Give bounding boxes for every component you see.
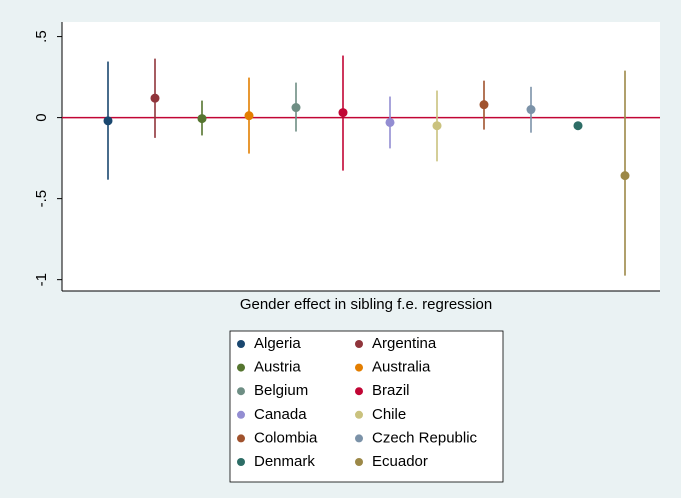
x-axis-label: Gender effect in sibling f.e. regression (240, 296, 492, 313)
legend-label: Chile (372, 406, 406, 423)
point (338, 108, 348, 118)
point (291, 103, 301, 113)
point (385, 117, 395, 127)
legend-label: Canada (254, 406, 307, 423)
legend-label: Czech Republic (372, 429, 478, 446)
legend-marker (237, 340, 245, 348)
legend-label: Denmark (254, 453, 315, 470)
point (150, 93, 160, 103)
legend-marker (355, 387, 363, 396)
legend-marker (237, 363, 245, 372)
legend-label: Brazil (372, 382, 410, 399)
point (479, 100, 489, 110)
legend-label: Australia (372, 359, 431, 376)
legend-marker (355, 410, 363, 419)
y-tick-label: -1 (33, 273, 50, 286)
y-tick-label: -.5 (33, 190, 50, 208)
point (197, 114, 207, 124)
legend-marker (355, 340, 363, 348)
legend-marker (355, 458, 363, 466)
legend-marker (237, 387, 245, 396)
legend-label: Argentina (372, 335, 437, 352)
point (526, 105, 536, 115)
legend (229, 330, 504, 483)
legend-marker (355, 434, 363, 443)
point (244, 111, 254, 121)
legend-marker (237, 434, 245, 443)
point (620, 171, 630, 181)
legend-label: Belgium (254, 382, 308, 399)
point (573, 121, 583, 131)
legend-label: Ecuador (372, 453, 428, 470)
legend-label: Algeria (254, 335, 301, 352)
y-tick-label: 0 (33, 113, 50, 121)
point (432, 121, 442, 131)
legend-marker (237, 458, 245, 466)
legend-label: Austria (254, 359, 301, 376)
point (103, 116, 113, 126)
y-tick-label: .5 (33, 30, 50, 43)
plot-area (62, 22, 660, 291)
legend-marker (355, 363, 363, 372)
legend-label: Colombia (254, 429, 318, 446)
legend-marker (237, 410, 245, 419)
